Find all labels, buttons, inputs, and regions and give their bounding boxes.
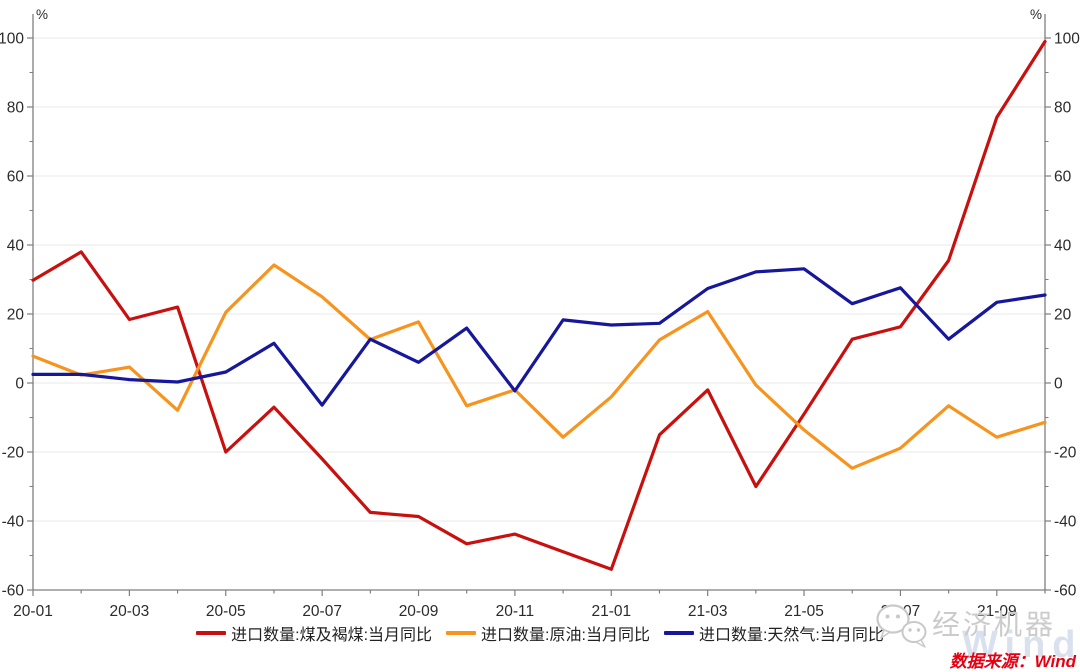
- x-tick-label: 20-09: [399, 603, 439, 620]
- y-tick-label-left: 60: [7, 169, 25, 186]
- series-line-0: [31, 39, 1047, 571]
- series-lines: [31, 39, 1047, 571]
- x-tick-label: 21-09: [977, 603, 1017, 620]
- brand-watermark-text: 经济机器: [932, 609, 1057, 640]
- y-tick-label-right: 40: [1054, 238, 1072, 255]
- y-axis-unit-right: %: [1030, 7, 1042, 22]
- x-tick-label: 21-01: [591, 603, 631, 620]
- legend-label-natural-gas: 进口数量:天然气:当月同比: [698, 627, 884, 644]
- y-tick-label-right: 20: [1054, 307, 1072, 324]
- x-tick-label: 20-05: [206, 603, 246, 620]
- y-tick-label-left: 80: [7, 100, 25, 117]
- gridlines: [33, 37, 1045, 522]
- y-tick-label-right: 80: [1054, 100, 1072, 117]
- y-tick-label-left: -20: [2, 445, 25, 462]
- data-source-note: 数据来源：Wind: [949, 652, 1076, 671]
- legend-swatch-natural-gas: [663, 631, 694, 635]
- legend-item-natural-gas: 进口数量:天然气:当月同比: [663, 621, 884, 645]
- legend-label-crude-oil: 进口数量:原油:当月同比: [481, 627, 650, 644]
- plot-area: 100 100 80 80 60 60 40 40 20 20 0 0 -20 -20 -40 -40 -60 -…: [0, 7, 1080, 620]
- x-tick-label: 21-05: [784, 603, 824, 620]
- x-tick-label: 20-01: [13, 603, 53, 620]
- legend-item-crude-oil: 进口数量:原油:当月同比: [446, 621, 650, 645]
- x-tick-label: 20-03: [110, 603, 150, 620]
- y-tick-label-right: 60: [1054, 169, 1072, 186]
- legend-item-coal: 进口数量:煤及褐煤:当月同比: [196, 621, 432, 645]
- legend-label-coal: 进口数量:煤及褐煤:当月同比: [231, 627, 433, 644]
- legend-swatch-coal: [196, 631, 227, 635]
- axis-labels: 100 100 80 80 60 60 40 40 20 20 0 0 -20 -20 -40 -40 -60 -…: [0, 7, 1080, 620]
- x-tick-label: 21-03: [688, 603, 728, 620]
- y-axis-unit-left: %: [36, 7, 48, 22]
- y-tick-label-right: -60: [1054, 583, 1077, 600]
- y-tick-label-right: 100: [1054, 31, 1080, 48]
- wind-logo-watermark: Wind: [962, 624, 1080, 666]
- y-tick-label-left: 20: [7, 307, 25, 324]
- x-tick-label: 20-11: [496, 603, 535, 620]
- x-tick-label: 20-07: [302, 603, 342, 620]
- y-tick-label-left: 100: [0, 31, 24, 48]
- y-tick-label-left: 40: [7, 238, 25, 255]
- series-line-1: [31, 263, 1047, 470]
- y-tick-label-left: -40: [2, 514, 25, 531]
- wechat-icon: [876, 604, 927, 648]
- y-tick-label-right: 0: [1054, 376, 1063, 393]
- y-tick-label-right: -40: [1054, 514, 1077, 531]
- axis-ticks: [27, 37, 1051, 596]
- legend-swatch-crude-oil: [446, 631, 477, 635]
- brand-watermark: 经济机器: [874, 602, 1056, 650]
- y-tick-label-right: -20: [1054, 445, 1077, 462]
- y-tick-label-left: 0: [15, 376, 24, 393]
- legend: 进口数量:煤及褐煤:当月同比 进口数量:原油:当月同比 进口数量:天然气:当月同…: [0, 621, 1080, 645]
- axes: [32, 14, 1046, 591]
- y-tick-label-left: -60: [2, 583, 25, 600]
- series-line-2: [31, 267, 1047, 407]
